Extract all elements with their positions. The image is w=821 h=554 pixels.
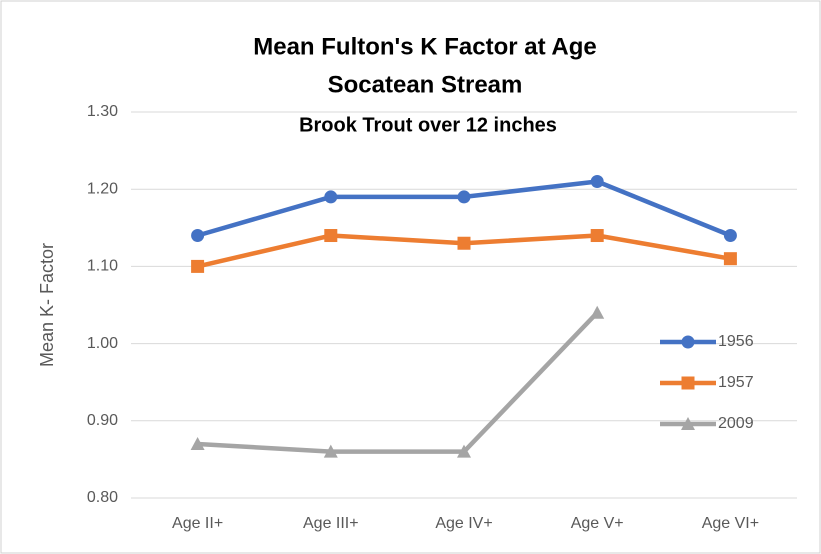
marker [323,444,338,458]
legend-marker [681,417,695,430]
marker [723,229,737,243]
chart-title: Mean Fulton's K Factor at Age [253,33,597,60]
y-tick-label: 1.30 [87,103,118,120]
marker [590,174,604,188]
series-line [197,311,599,454]
x-tick-label: Age III+ [303,515,359,532]
x-tick-label: Age V+ [571,515,624,532]
legend-marker [681,335,695,349]
marker [590,305,605,319]
marker [723,252,737,266]
legend-label: 1957 [718,374,754,391]
y-tick-label: 0.90 [87,412,118,429]
x-tick-label: Age VI+ [702,515,759,532]
chart-title: Socatean Stream [328,71,523,98]
y-tick-label: 1.00 [87,335,118,352]
marker [190,436,205,450]
y-tick-label: 0.80 [87,489,118,506]
marker [590,229,604,243]
marker [191,259,205,273]
marker [191,229,205,243]
legend-label: 1956 [718,333,754,350]
chart-subtitle: Brook Trout over 12 inches [299,114,557,136]
y-tick-label: 1.20 [87,180,118,197]
marker [457,236,471,250]
legend-marker [681,376,695,390]
x-tick-label: Age IV+ [435,515,492,532]
marker [324,229,338,243]
legend-label: 2009 [718,415,754,432]
y-tick-label: 1.10 [87,258,118,275]
marker [324,190,338,204]
x-tick-label: Age II+ [172,515,223,532]
y-axis-label: Mean K- Factor [37,243,57,367]
marker [457,444,471,458]
marker [457,190,471,204]
